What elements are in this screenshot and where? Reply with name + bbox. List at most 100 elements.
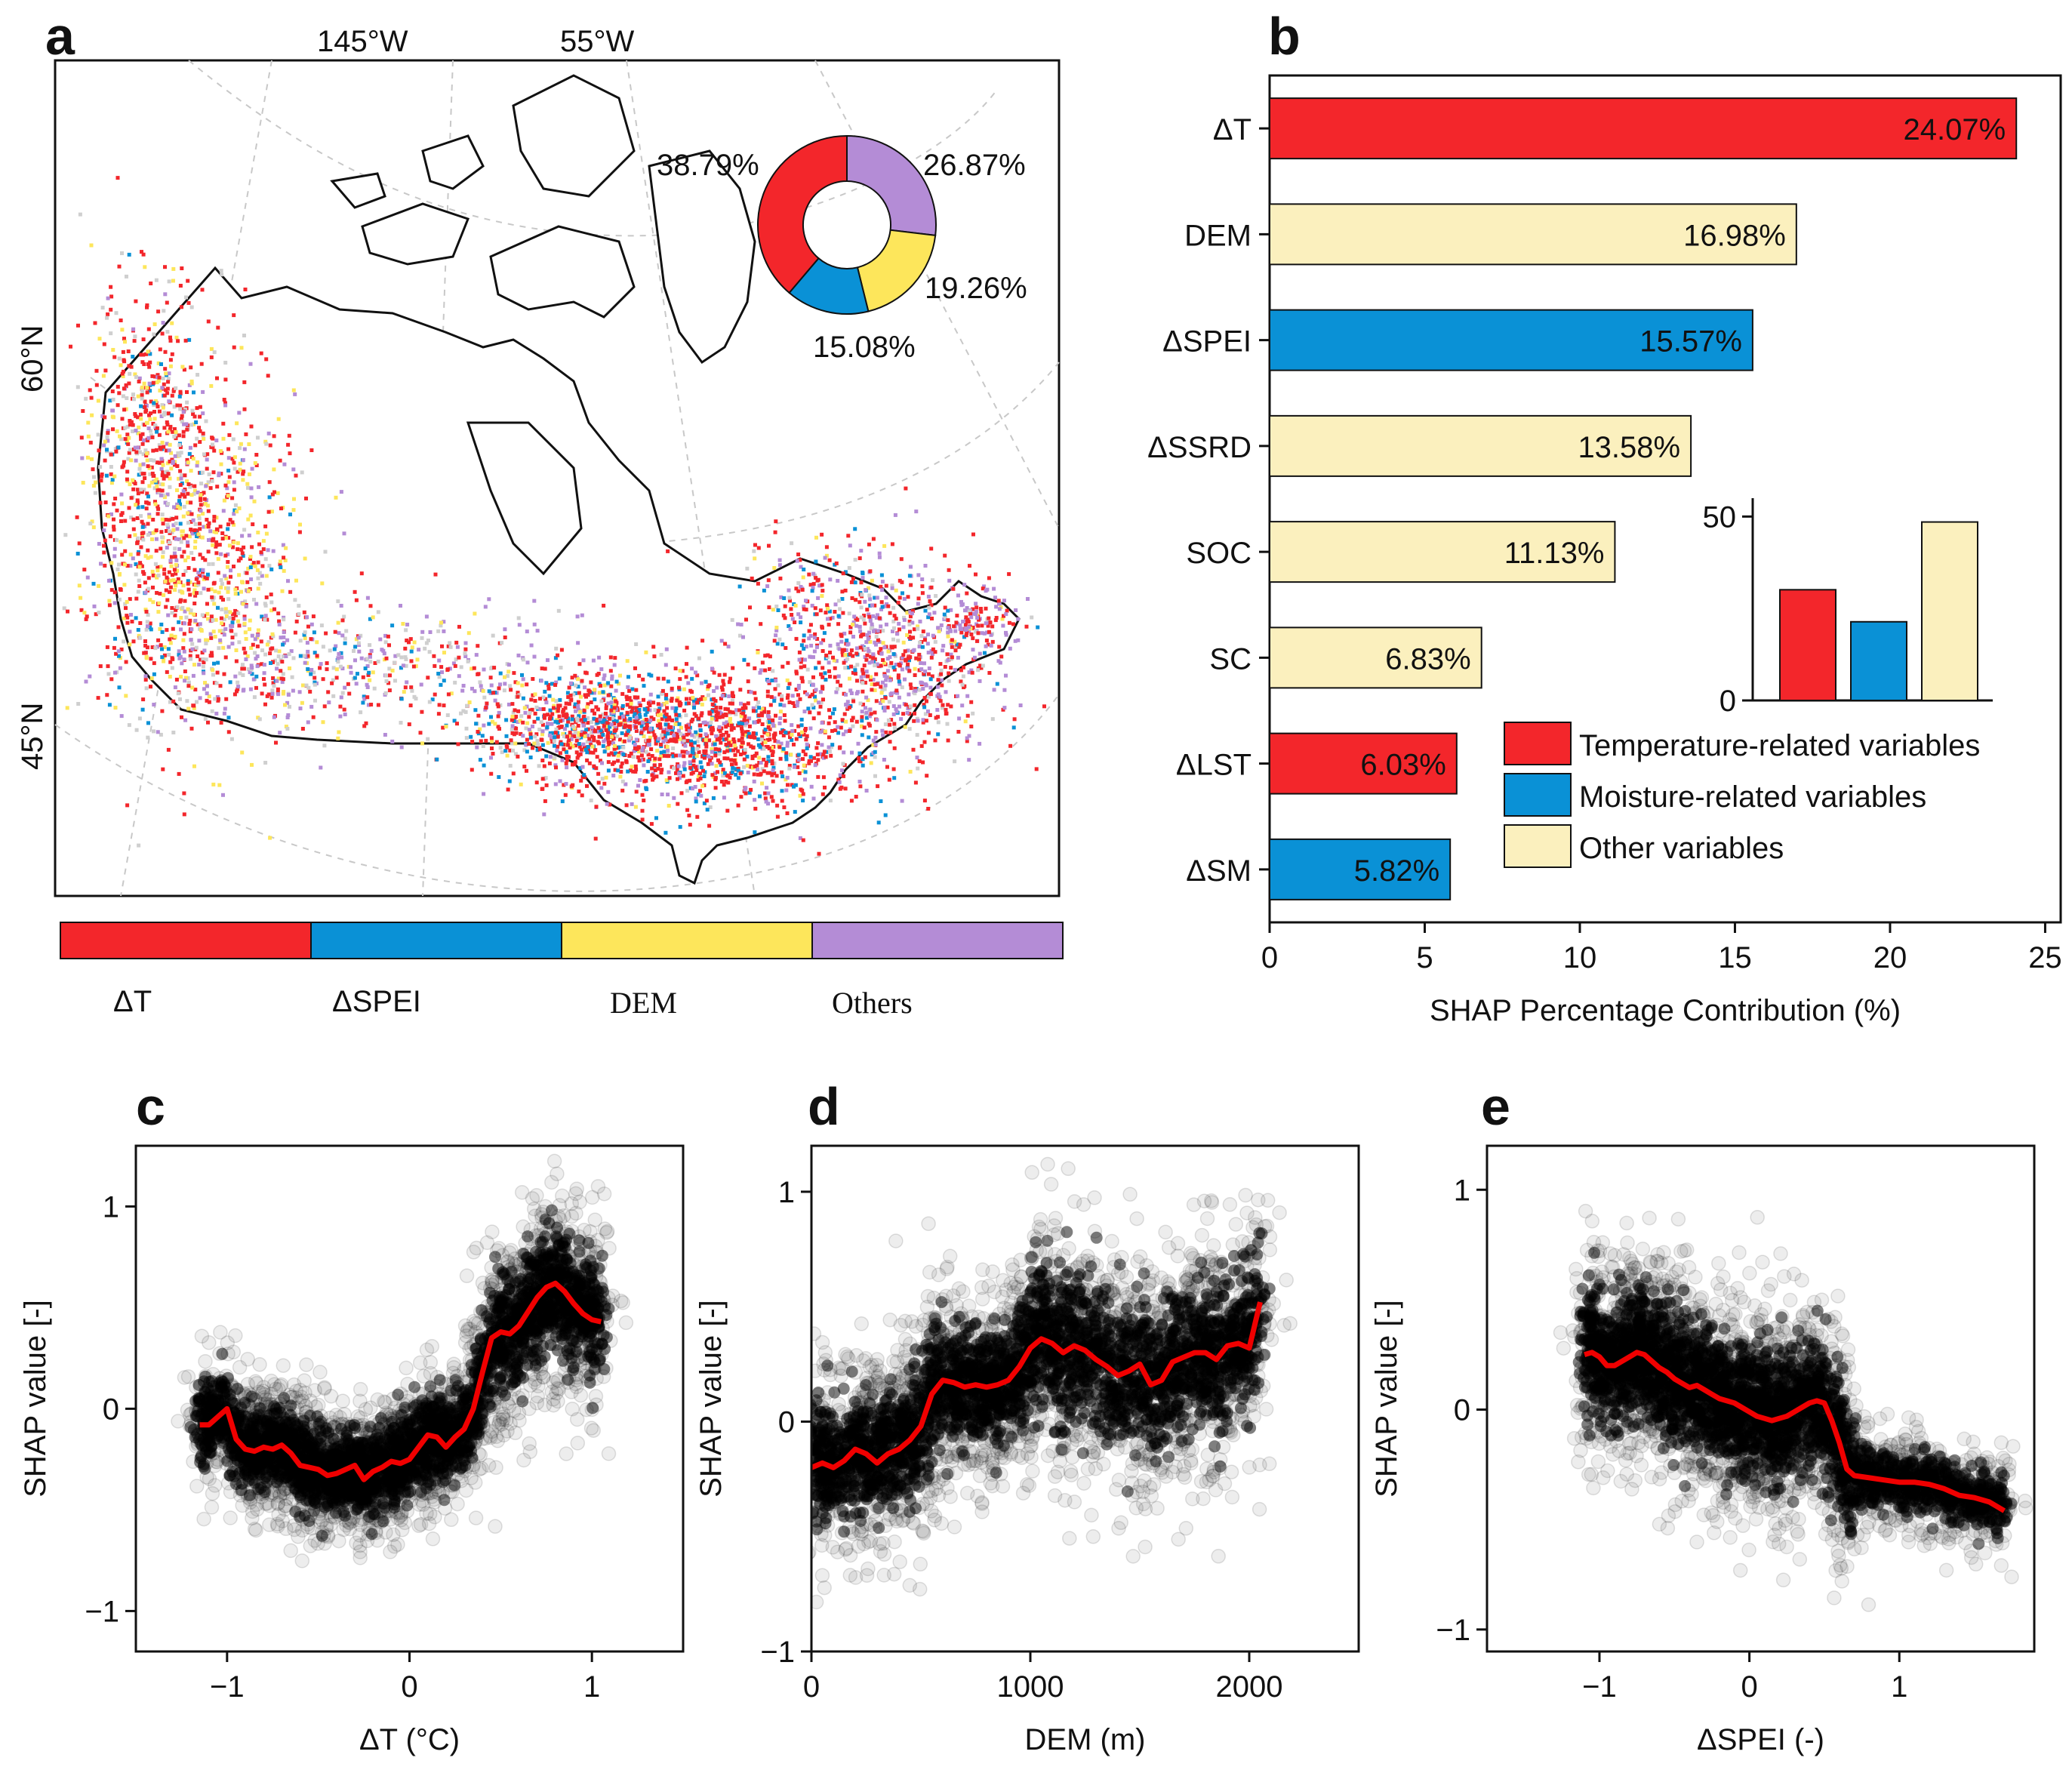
map-pixel [601,733,605,737]
map-pixel [663,663,668,667]
map-pixel [273,658,278,663]
map-pixel [189,608,193,613]
map-pixel [541,695,546,700]
map-pixel [677,771,682,776]
map-pixel [877,650,882,654]
map-pixel [136,552,140,556]
map-pixel [777,637,782,642]
map-pixel [833,610,837,614]
map-pixel [569,697,574,702]
map-pixel [493,722,497,726]
map-pixel [897,679,901,684]
map-pixel [175,464,180,468]
map-pixel [177,771,181,776]
map-pixel [108,399,112,403]
map-pixel [992,586,996,591]
map-pixel [965,606,969,610]
map-pixel [165,628,169,633]
map-pixel [180,420,184,424]
map-pixel [811,675,815,679]
map-pixel [353,658,357,663]
map-pixel [859,549,864,553]
map-pixel [787,682,792,686]
map-pixel [153,374,158,379]
map-pixel [126,457,131,461]
map-pixel [100,474,103,479]
map-pixel [137,578,141,583]
map-pixel [885,669,890,673]
map-pixel [557,714,562,719]
map-pixel [224,697,229,701]
map-pixel [740,729,744,734]
map-pixel [117,572,122,577]
map-pixel [182,368,186,372]
map-pixel [148,417,152,421]
map-pixel [703,722,708,727]
map-pixel [928,685,933,690]
map-pixel [125,396,129,400]
map-pixel [248,555,253,559]
map-pixel [814,559,818,564]
map-pixel [947,568,951,572]
map-pixel [736,776,740,780]
map-pixel [140,389,145,393]
map-pixel [264,442,269,446]
map-pixel [547,716,552,721]
map-pixel [181,492,186,497]
map-pixel [736,749,740,753]
map-pixel [331,666,336,670]
map-pixel [725,808,730,813]
map-pixel [664,693,669,697]
map-pixel [148,625,152,629]
map-pixel [820,589,825,593]
map-pixel [249,424,254,429]
map-pixel [890,583,894,588]
map-pixel [644,718,648,722]
map-pixel [256,576,260,580]
map-pixel [1018,703,1023,707]
map-pixel [816,774,820,779]
map-pixel [250,672,254,676]
map-pixel [974,609,978,614]
map-pixel [168,485,172,489]
map-pixel [198,405,202,409]
map-pixel [145,491,149,496]
map-pixel [176,504,180,509]
map-pixel [214,681,219,685]
map-pixel [293,598,297,602]
map-pixel [291,656,296,660]
map-pixel [524,743,528,747]
map-pixel [117,562,121,567]
map-pixel [608,725,612,729]
map-pixel [124,660,128,664]
map-pixel [165,330,170,334]
bar-category-label: ΔLST [1176,749,1252,782]
map-pixel [913,673,917,677]
map-pixel [808,634,813,638]
map-pixel [903,649,907,654]
map-pixel [802,633,806,638]
map-pixel [565,758,569,762]
map-pixel [123,602,128,606]
map-pixel [427,700,432,704]
map-pixel [956,645,961,649]
map-pixel [550,740,555,744]
map-pixel [658,762,663,767]
map-pixel [137,472,141,477]
map-pixel [172,505,176,509]
map-pixel [186,555,190,559]
map-pixel [879,584,883,589]
map-pixel [227,543,232,548]
map-pixel [784,751,789,756]
map-pixel [79,596,83,600]
map-pixel [365,657,370,661]
map-pixel [931,647,935,651]
map-pixel [786,783,790,787]
map-pixel [178,483,183,487]
map-pixel [976,668,981,673]
map-pixel [640,808,645,813]
map-pixel [676,734,679,739]
map-pixel [706,685,710,689]
map-pixel [533,711,537,716]
map-pixel [550,712,555,716]
